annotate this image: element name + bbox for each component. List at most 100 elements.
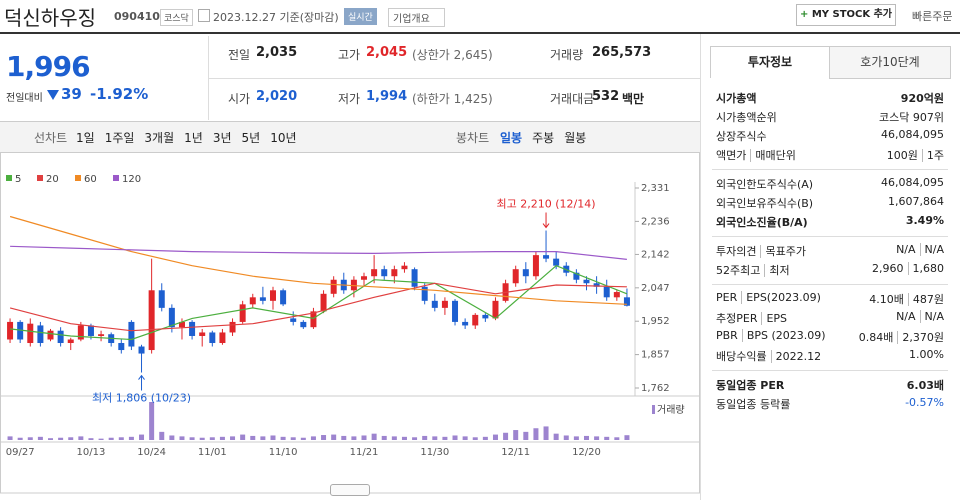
candle-tab[interactable]: 주봉 [532, 131, 555, 145]
price: 1,996 [6, 50, 91, 83]
candle-body [280, 290, 287, 305]
label-text: BPS (2023.09) [741, 329, 826, 342]
candle-body [462, 321, 469, 326]
candle-body [219, 332, 226, 344]
candle-body [482, 314, 489, 319]
quick-order[interactable]: 빠른주문 [912, 10, 953, 23]
info-tab[interactable]: 투자정보 [710, 46, 830, 78]
info-row: 시가총액 920억원 [716, 90, 944, 108]
period-tab[interactable]: 1일 [76, 131, 95, 145]
candle-tab[interactable]: 일봉 [500, 131, 523, 145]
label-text: PBR [716, 329, 738, 342]
value-text: 1주 [921, 149, 944, 162]
candle-tab[interactable]: 월봉 [564, 131, 587, 145]
legend-swatch [6, 175, 12, 181]
volume-bar [533, 428, 539, 440]
candle-body [7, 321, 14, 340]
volume-bar [68, 437, 74, 440]
label-text: 동일업종 PER [716, 379, 785, 392]
label-text: 시가총액순위 [716, 111, 777, 124]
volume-bar [573, 436, 579, 440]
value-text: 2,370원 [897, 331, 944, 344]
info-row: 배당수익률 2022.12 1.00% [716, 348, 944, 366]
divider [712, 236, 948, 237]
period-tab[interactable]: 1주일 [104, 131, 135, 145]
volume-bar [583, 435, 589, 440]
volume-bar [88, 438, 94, 440]
candle-body [522, 269, 529, 277]
volume-bar [594, 436, 600, 440]
volume-bar [412, 437, 418, 440]
label-text: EPS [761, 312, 788, 325]
label-text: 목표주가 [760, 245, 806, 258]
stat-sub: 백만 [622, 92, 645, 106]
volume-bar [37, 436, 43, 440]
candle-body [209, 332, 216, 344]
resize-handle[interactable] [330, 484, 370, 496]
stat-value: 2,020 [256, 89, 298, 104]
info-value: 46,084,095 [881, 128, 944, 141]
legend-label: 20 [46, 174, 59, 185]
volume-bar [189, 437, 195, 440]
realtime-badge[interactable]: 실시간 [344, 8, 377, 25]
info-value: -0.57% [905, 396, 944, 409]
info-label: 액면가 매매단위 [716, 147, 796, 163]
candle-body [593, 283, 600, 287]
info-label: 투자의견 목표주가 [716, 243, 806, 259]
volume-bar [250, 435, 256, 440]
volume-bar [209, 437, 215, 440]
volume-bar [361, 435, 367, 440]
volume-bar [371, 433, 377, 440]
info-label: PER EPS(2023.09) [716, 291, 821, 304]
period-tab[interactable]: 3개월 [144, 131, 175, 145]
volume-bar [381, 435, 387, 440]
candle-body [168, 307, 175, 328]
divider [712, 169, 948, 170]
label-text: PER [716, 291, 738, 304]
stat-value: 532 [592, 89, 620, 104]
info-label: 외국인보유주식수(B) [716, 195, 813, 211]
volume-bar [624, 435, 630, 440]
divider [712, 370, 948, 371]
label-text: 동일업종 등락률 [716, 398, 791, 411]
volume-bar [219, 436, 225, 440]
date: 2023.12.27 기준(장마감) [213, 11, 339, 24]
volume-bar [17, 437, 23, 440]
info-row: 동일업종 PER 6.03배 [716, 377, 944, 395]
info-row: 외국인한도주식수(A) 46,084,095 [716, 176, 944, 194]
x-tick-label: 10/13 [77, 447, 106, 458]
volume-bar [492, 434, 498, 440]
company-button[interactable]: 기업개요 [388, 8, 445, 27]
info-row: 외국인보유주식수(B) 1,607,864 [716, 195, 944, 213]
period-tab[interactable]: 10년 [270, 131, 297, 145]
legend-label: 5 [15, 174, 21, 185]
candle-body [249, 297, 256, 305]
volume-bar [78, 436, 84, 440]
orderbook-tab[interactable]: 호가10단계 [829, 46, 951, 79]
info-row: 액면가 매매단위 100원 1주 [716, 147, 944, 165]
candle-body [189, 321, 196, 336]
volume-bar [149, 402, 155, 440]
label-text: 외국인한도주식수(A) [716, 178, 814, 191]
period-tab[interactable]: 3년 [212, 131, 232, 145]
volume-legend: 거래량 [657, 404, 685, 416]
candle-body [492, 300, 499, 319]
chart: 1,762 1,857 1,952 2,047 2,142 2,236 2,331 5 20 60… [0, 152, 700, 494]
value-text: 46,084,095 [881, 128, 944, 141]
info-row: 추정PER EPS N/A N/A [716, 310, 944, 328]
period-tab[interactable]: 5년 [241, 131, 261, 145]
candle-body [27, 323, 34, 344]
value-text: 1,607,864 [888, 195, 944, 208]
change-rate: -1.92% [90, 85, 149, 103]
line-chart-label: 선차트 [34, 131, 68, 145]
volume-bar [118, 437, 124, 440]
calendar-icon [198, 9, 210, 22]
ma-line [9, 282, 627, 332]
info-label: PBR BPS (2023.09) [716, 329, 826, 342]
period-tab[interactable]: 1년 [184, 131, 203, 145]
volume-bar [543, 426, 549, 440]
mystock-button[interactable]: + MY STOCK 추가 [796, 4, 896, 26]
label-text: 추정PER [716, 312, 758, 325]
candle-body [17, 321, 24, 340]
